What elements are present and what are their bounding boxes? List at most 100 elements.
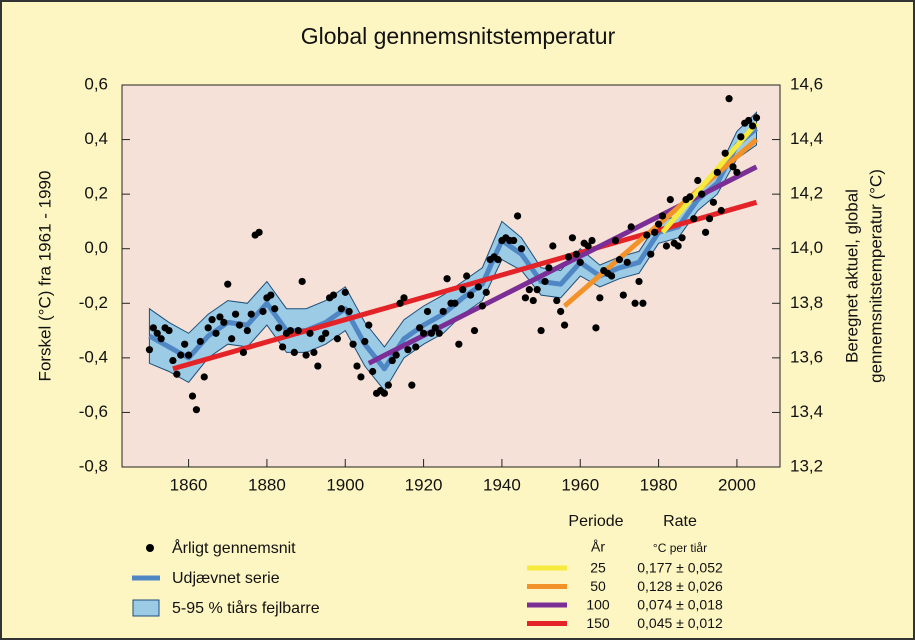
annual-point: [302, 351, 310, 359]
annual-point: [635, 277, 643, 286]
annual-point: [439, 307, 447, 316]
annual-point: [408, 381, 416, 389]
annual-point: [231, 310, 240, 318]
annual-point: [584, 242, 592, 250]
annual-point: [537, 326, 545, 335]
x-tick-label: 1980: [640, 475, 678, 494]
y2-tick-label: 14,0: [790, 238, 823, 257]
annual-point: [463, 272, 471, 280]
annual-point: [533, 286, 541, 294]
annual-point: [177, 351, 185, 359]
annual-point: [717, 206, 725, 215]
annual-point: [298, 277, 306, 286]
annual-point: [674, 242, 682, 250]
annual-point: [318, 335, 326, 343]
y2-tick-label: 14,4: [790, 129, 823, 148]
annual-point: [748, 122, 757, 130]
annual-point: [357, 373, 365, 381]
annual-point: [686, 193, 694, 201]
annual-point: [627, 223, 635, 231]
annual-point: [647, 250, 655, 258]
annual-point: [212, 329, 220, 337]
annual-point: [220, 318, 228, 326]
annual-point: [419, 329, 428, 337]
annual-point: [423, 307, 432, 316]
x-tick-label: 1960: [561, 475, 599, 494]
annual-point: [725, 95, 733, 103]
annual-point: [184, 351, 193, 359]
legend-label: Udjævnet serie: [172, 570, 280, 587]
table-unit: År: [591, 539, 605, 555]
annual-point: [713, 168, 721, 176]
table-header: Periode: [568, 513, 623, 530]
y-axis-title: Forskel (°C) fra 1961 - 1990: [35, 171, 54, 382]
annual-point: [369, 367, 377, 376]
annual-point: [541, 277, 549, 286]
annual-point: [239, 348, 248, 356]
annual-point: [181, 340, 189, 348]
annual-point: [337, 305, 345, 313]
annual-point: [271, 305, 279, 313]
annual-point: [529, 296, 537, 305]
table-period: 100: [586, 597, 610, 613]
annual-point: [443, 275, 451, 283]
annual-point: [228, 335, 236, 343]
annual-point: [427, 329, 436, 337]
annual-point: [361, 337, 369, 346]
annual-point: [216, 313, 224, 321]
x-tick-label: 1880: [248, 475, 286, 494]
y-tick-label: -0,2: [79, 293, 108, 312]
annual-point: [204, 324, 212, 332]
annual-point: [572, 250, 580, 258]
annual-point: [278, 343, 287, 351]
annual-point: [341, 288, 349, 296]
annual-point: [588, 236, 596, 245]
annual-point: [380, 389, 389, 397]
annual-point: [459, 286, 467, 294]
annual-point: [525, 286, 533, 294]
annual-point: [737, 133, 745, 141]
y-tick-label: -0,8: [79, 456, 108, 475]
annual-point: [639, 299, 647, 307]
annual-point: [658, 212, 667, 220]
annual-point: [235, 321, 244, 329]
annual-point: [721, 149, 729, 157]
table-header: Rate: [663, 513, 697, 530]
table-rate: 0,074 ± 0,018: [637, 597, 723, 613]
table-unit: °C per tiår: [653, 541, 707, 555]
annual-point: [435, 329, 443, 337]
annual-point: [698, 190, 706, 198]
error-band: [148, 111, 757, 392]
table-rate: 0,177 ± 0,052: [637, 560, 723, 576]
annual-point: [412, 343, 420, 351]
table-rate: 0,045 ± 0,012: [637, 615, 723, 631]
annual-point: [705, 215, 714, 223]
annual-point: [474, 283, 483, 291]
x-tick-label: 1920: [405, 475, 443, 494]
y2-tick-label: 14,6: [790, 74, 823, 93]
table-period: 25: [590, 560, 606, 576]
annual-point: [345, 307, 353, 316]
y-tick-label: 0,2: [84, 184, 108, 203]
annual-point: [353, 362, 361, 370]
annual-point: [482, 288, 490, 296]
annual-point: [329, 291, 338, 299]
annual-point: [157, 335, 165, 343]
annual-point: [384, 381, 392, 389]
annual-point: [631, 299, 639, 307]
annual-point: [455, 340, 463, 348]
table-rate: 0,128 ± 0,026: [637, 578, 723, 594]
annual-point: [513, 212, 522, 220]
annual-point: [275, 324, 283, 332]
annual-point: [545, 264, 553, 272]
annual-point: [494, 256, 502, 264]
annual-point: [690, 215, 698, 223]
plot-area: [121, 84, 781, 468]
annual-point: [592, 324, 600, 332]
annual-point: [557, 307, 565, 316]
annual-point: [431, 324, 439, 332]
annual-point: [619, 291, 627, 299]
y2-tick-label: 13,8: [790, 293, 823, 312]
annual-point: [247, 310, 255, 318]
